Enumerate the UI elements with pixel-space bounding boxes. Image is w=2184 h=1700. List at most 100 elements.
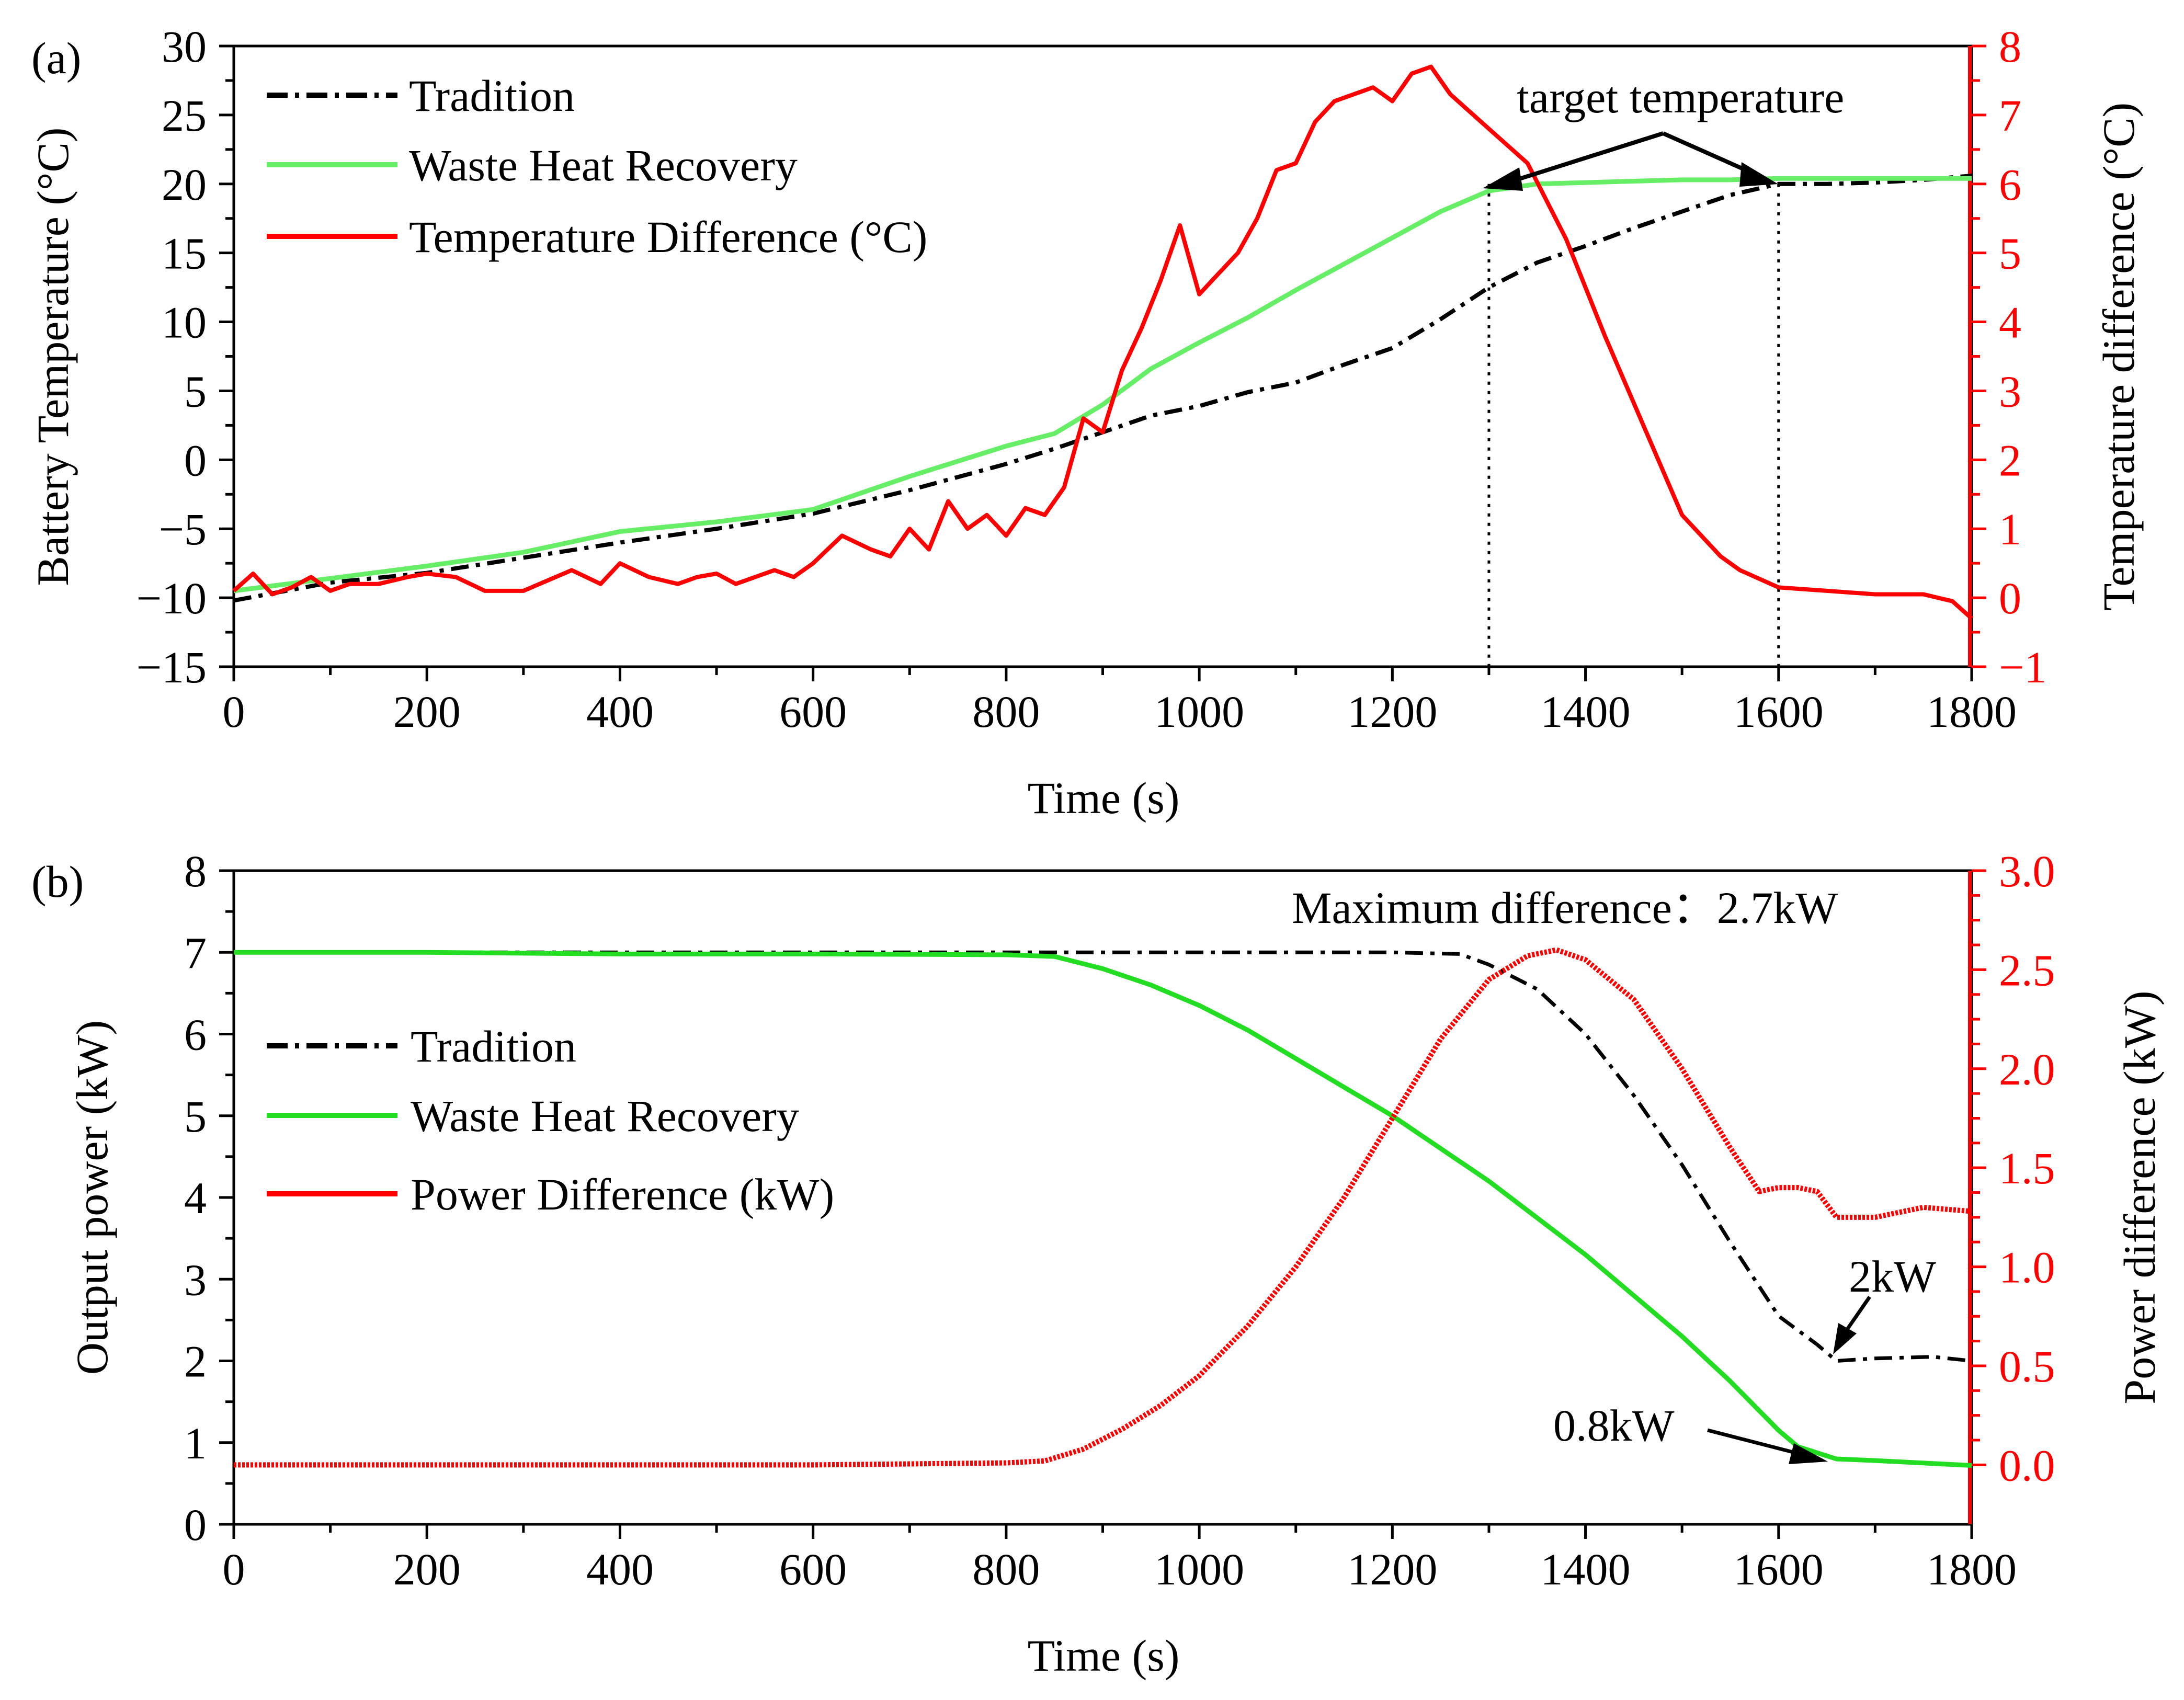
two-kw-label: 2kW [1849, 1251, 1936, 1302]
panel-b-x-label: Time (s) [1028, 1630, 1180, 1681]
x-tick-label: 800 [972, 687, 1040, 737]
series-line-tradition-power [234, 950, 1972, 1363]
x-tick-label: 1000 [1154, 687, 1244, 737]
y-tick-label: 1 [184, 1418, 207, 1468]
y-tick-label: −5 [158, 504, 207, 554]
x-tick-label: 800 [972, 1544, 1040, 1594]
x-tick-label: 1600 [1734, 687, 1824, 737]
panel-a-y2-label: Temperature difference (°C) [2094, 102, 2144, 611]
y2-tick-label: 1.0 [1999, 1242, 2055, 1293]
legend-label-tradition: Tradition [409, 71, 575, 121]
x-tick-label: 1800 [1927, 1544, 2017, 1594]
panel-b-right-axis-line [1968, 871, 1972, 1524]
y2-tick-label: 3 [1999, 366, 2021, 416]
y-tick-label: 10 [162, 298, 207, 348]
point-eight-kw-label: 0.8kW [1553, 1400, 1675, 1451]
x-tick-label: 0 [223, 1544, 245, 1594]
y-tick-label: 5 [184, 1091, 207, 1142]
panel-a-y2-ticks: −1 0 1 2 3 4 5 6 7 8 [1972, 21, 2047, 692]
y-tick-label: 20 [162, 159, 207, 210]
y2-tick-label: 5 [1999, 229, 2021, 279]
panel-b-y2-label: Power difference (kW) [2114, 990, 2165, 1404]
legend-label-waste-heat-b: Waste Heat Recovery [411, 1091, 799, 1141]
panel-b-series [234, 947, 1972, 1468]
x-tick-label: 1200 [1347, 1544, 1437, 1594]
x-tick-label: 1800 [1927, 687, 2017, 737]
legend-label-waste-heat: Waste Heat Recovery [409, 140, 798, 190]
arrow-right-head [1739, 162, 1778, 187]
y-tick-label: 0 [184, 435, 207, 485]
y2-tick-label: 0.5 [1999, 1341, 2055, 1391]
point-eight-kw-arrow [1707, 1428, 1828, 1464]
y-tick-label: 4 [184, 1173, 207, 1223]
series-line-temperature-difference [232, 64, 1973, 620]
x-tick-label: 400 [586, 687, 654, 737]
x-tick-label: 200 [393, 1544, 461, 1594]
panel-a-legend: Tradition Waste Heat Recovery Temperatur… [267, 71, 927, 262]
panel-a-label: (a) [31, 33, 81, 83]
series-line-tradition [233, 174, 1972, 603]
y2-tick-label: 3.0 [1999, 846, 2055, 896]
panel-b-y2-ticks: 0.0 0.5 1.0 1.5 2.0 2.5 3.0 [1972, 846, 2055, 1490]
y2-tick-label: 1 [1999, 504, 2021, 554]
x-tick-label: 600 [779, 1544, 847, 1594]
y2-tick-label: 6 [1999, 159, 2021, 210]
x-tick-label: 1200 [1347, 687, 1437, 737]
y2-tick-label: 2 [1999, 435, 2021, 485]
max-difference-label: Maximum difference：2.7kW [1292, 883, 1838, 933]
panel-a-x-label: Time (s) [1028, 773, 1180, 823]
y-tick-label: 30 [162, 21, 207, 72]
panel-a-y-ticks: −15 −10 −5 0 5 10 15 20 25 30 [136, 21, 234, 692]
y-tick-label: −10 [136, 573, 207, 623]
arrow-left-shaft [1505, 131, 1664, 185]
x-tick-label: 400 [586, 1544, 654, 1594]
panel-a-frame [232, 44, 1973, 668]
y-tick-label: 0 [184, 1500, 207, 1550]
y2-tick-label: −1 [1999, 642, 2047, 692]
y2-tick-label: 0.0 [1999, 1440, 2055, 1490]
y-tick-label: 25 [162, 90, 207, 141]
y-tick-label: 15 [162, 229, 207, 279]
y2-tick-label: 2.5 [1999, 945, 2055, 995]
panel-a-y-label: Battery Temperature (°C) [28, 128, 78, 586]
y-tick-label: 3 [184, 1254, 207, 1305]
y-tick-label: 5 [184, 366, 207, 416]
panel-b: (b) 0 200 400 600 800 1000 1200 1400 1600 1800 0 1… [31, 846, 2165, 1681]
target-temperature-arrows [1483, 131, 1778, 191]
y2-tick-label: 4 [1999, 298, 2021, 348]
y-tick-label: 2 [184, 1337, 207, 1387]
legend-label-temp-diff: Temperature Difference (°C) [409, 212, 927, 262]
arrow-left-head [1483, 167, 1523, 191]
panel-b-x-ticks: 0 200 400 600 800 1000 1200 1400 1600 1800 [223, 1524, 2017, 1594]
x-tick-label: 1000 [1154, 1544, 1244, 1594]
target-temperature-label: target temperature [1517, 72, 1844, 122]
point-eight-kw-arrow-shaft [1707, 1428, 1800, 1456]
legend-label-power-diff: Power Difference (kW) [411, 1169, 834, 1219]
two-kw-arrow [1833, 1296, 1871, 1354]
y-tick-label: 8 [184, 846, 207, 896]
panel-b-legend: Tradition Waste Heat Recovery Power Diff… [267, 1021, 834, 1219]
x-tick-label: 600 [779, 687, 847, 737]
x-tick-label: 0 [223, 687, 245, 737]
legend-label-tradition-b: Tradition [411, 1021, 576, 1071]
panel-b-label: (b) [31, 857, 84, 907]
panel-b-y-ticks: 0 1 2 3 4 5 6 7 8 [184, 846, 234, 1550]
series-line-power-difference [234, 947, 1972, 1468]
panel-a-right-axis-line [1968, 46, 1972, 667]
x-tick-label: 1600 [1734, 1544, 1824, 1594]
y-tick-label: 6 [184, 1010, 207, 1060]
two-kw-arrow-head [1833, 1323, 1857, 1354]
x-tick-label: 1400 [1541, 687, 1631, 737]
y2-tick-label: 7 [1999, 90, 2021, 141]
point-eight-kw-arrow-head [1789, 1443, 1828, 1464]
y2-tick-label: 1.5 [1999, 1143, 2055, 1193]
panel-a-x-ticks: 0 200 400 600 800 1000 1200 1400 1600 1800 [223, 667, 2017, 737]
y2-tick-label: 8 [1999, 21, 2021, 72]
panel-b-y-label: Output power (kW) [67, 1020, 117, 1375]
y2-tick-label: 2.0 [1999, 1044, 2055, 1094]
y2-tick-label: 0 [1999, 573, 2021, 623]
panel-a: (a) 0 200 400 600 800 1000 1200 1400 1600 1800 −1… [28, 21, 2144, 823]
x-tick-label: 1400 [1541, 1544, 1631, 1594]
y-tick-label: −15 [136, 642, 207, 692]
